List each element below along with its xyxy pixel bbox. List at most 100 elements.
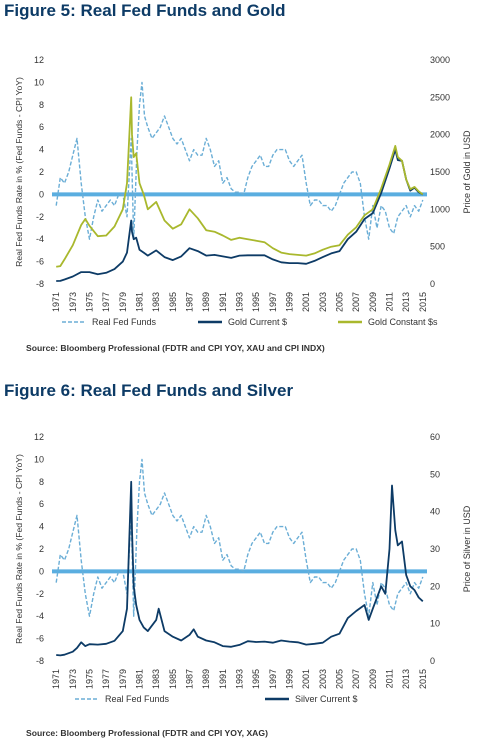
x-tick-label: 1993 — [235, 292, 245, 312]
x-tick-label: 2005 — [335, 669, 345, 689]
x-tick-label: 1973 — [68, 669, 78, 689]
x-tick-label: 2005 — [335, 292, 345, 312]
x-tick-label: 1985 — [168, 292, 178, 312]
x-tick-label: 1981 — [135, 292, 145, 312]
legend-label: Silver Current $ — [295, 694, 358, 704]
y-left-tick-label: 2 — [39, 167, 44, 177]
x-tick-label: 2001 — [301, 669, 311, 689]
y-left-tick-label: 8 — [39, 477, 44, 487]
series-line-real-fed-funds — [55, 81, 424, 240]
y-right-tick-label: 1000 — [430, 204, 450, 214]
y-left-tick-label: -8 — [36, 279, 44, 289]
y-left-tick-label: 0 — [39, 189, 44, 199]
y-right-tick-label: 40 — [430, 507, 440, 517]
y-left-tick-label: 2 — [39, 544, 44, 554]
y-left-tick-label: 4 — [39, 145, 44, 155]
x-tick-label: 2011 — [385, 669, 395, 688]
x-tick-label: 1983 — [151, 669, 161, 689]
figure-6-title: Figure 6: Real Fed Funds and Silver — [4, 381, 294, 400]
y-left-tick-label: -4 — [36, 234, 44, 244]
x-tick-label: 1979 — [118, 669, 128, 689]
x-tick-label: 1983 — [151, 292, 161, 312]
x-tick-label: 2003 — [318, 669, 328, 689]
y-left-tick-label: 0 — [39, 566, 44, 576]
figure-5-source: Source: Bloomberg Professional (FDTR and… — [26, 343, 325, 353]
x-tick-label: 1991 — [218, 669, 228, 689]
x-tick-label: 2003 — [318, 292, 328, 312]
y-right-tick-label: 1500 — [430, 167, 450, 177]
y-left-tick-label: 6 — [39, 499, 44, 509]
legend-label: Real Fed Funds — [105, 694, 170, 704]
legend-label: Gold Current $ — [228, 317, 287, 327]
series-line-silver-current- — [56, 480, 424, 657]
x-tick-label: 2013 — [401, 669, 411, 689]
y-right-tick-label: 2500 — [430, 92, 450, 102]
y-right-tick-label: 30 — [430, 544, 440, 554]
x-tick-label: 1979 — [118, 292, 128, 312]
x-tick-label: 1999 — [285, 669, 295, 689]
x-tick-label: 1995 — [251, 669, 261, 689]
x-tick-label: 2007 — [351, 292, 361, 312]
x-tick-label: 1993 — [235, 669, 245, 689]
x-tick-label: 1985 — [168, 669, 178, 689]
y-right-tick-label: 3000 — [430, 55, 450, 65]
x-tick-label: 1999 — [285, 292, 295, 312]
x-tick-label: 2001 — [301, 292, 311, 312]
x-tick-label: 1997 — [268, 292, 278, 312]
figure-5-chart: 12 10 8 6 4 2 0 -2 -4 -6 -8 3000 2500 2000 1500 1000 500… — [14, 55, 472, 327]
y-right-tick-label: 10 — [430, 619, 440, 629]
x-tick-label: 1971 — [51, 669, 61, 689]
legend-label: Gold Constant $s — [368, 317, 438, 327]
y-right-tick-label: 60 — [430, 432, 440, 442]
y-right-tick-label: 2000 — [430, 130, 450, 140]
y-left-tick-label: -2 — [36, 212, 44, 222]
x-tick-label: 1977 — [101, 669, 111, 689]
x-tick-label: 2013 — [401, 292, 411, 312]
series-line-real-fed-funds — [55, 458, 424, 617]
x-tick-label: 1977 — [101, 292, 111, 312]
y-left-tick-label: -6 — [36, 634, 44, 644]
x-tick-label: 2009 — [368, 669, 378, 689]
series-line-gold-current- — [56, 148, 424, 282]
y-left-tick-label: 8 — [39, 100, 44, 110]
x-tick-label: 1981 — [135, 669, 145, 689]
x-tick-label: 2015 — [418, 669, 428, 689]
y-right-tick-label: 20 — [430, 581, 440, 591]
y-right-axis-title: Price of Silver in USD — [462, 505, 472, 592]
x-tick-label: 2011 — [385, 292, 395, 311]
figure-6-source: Source: Bloomberg Professional (FDTR and… — [26, 728, 268, 738]
x-tick-label: 1997 — [268, 669, 278, 689]
x-tick-label: 1971 — [51, 292, 61, 312]
y-right-tick-label: 0 — [430, 656, 435, 666]
x-tick-label: 1995 — [251, 292, 261, 312]
y-right-tick-label: 0 — [430, 279, 435, 289]
y-right-axis-title: Price of Gold in USD — [462, 130, 472, 214]
x-tick-label: 1975 — [85, 292, 95, 312]
x-tick-label: 2015 — [418, 292, 428, 312]
x-tick-label: 1987 — [185, 669, 195, 689]
y-right-tick-label: 50 — [430, 469, 440, 479]
y-left-tick-label: -6 — [36, 257, 44, 267]
y-left-tick-label: -8 — [36, 656, 44, 666]
legend-label: Real Fed Funds — [92, 317, 157, 327]
y-left-tick-label: -4 — [36, 611, 44, 621]
y-left-tick-label: 6 — [39, 122, 44, 132]
y-left-axis-title: Real Fed Funds Rate in % (Fed Funds - CP… — [14, 77, 24, 267]
x-tick-label: 1991 — [218, 292, 228, 312]
y-left-tick-label: 10 — [34, 454, 44, 464]
y-right-tick-label: 500 — [430, 242, 445, 252]
x-tick-label: 2007 — [351, 669, 361, 689]
y-left-tick-label: 12 — [34, 432, 44, 442]
x-tick-label: 1973 — [68, 292, 78, 312]
y-left-tick-label: 10 — [34, 77, 44, 87]
x-tick-label: 2009 — [368, 292, 378, 312]
y-left-tick-label: 12 — [34, 55, 44, 65]
y-left-tick-label: 4 — [39, 522, 44, 532]
y-left-tick-label: -2 — [36, 589, 44, 599]
x-tick-label: 1989 — [201, 292, 211, 312]
y-left-axis-title: Real Fed Funds Rate in % (Fed Funds - CP… — [14, 454, 24, 644]
x-tick-label: 1989 — [201, 669, 211, 689]
figure-5-title: Figure 5: Real Fed Funds and Gold — [4, 1, 286, 20]
series-line-gold-constant-s — [56, 96, 424, 268]
